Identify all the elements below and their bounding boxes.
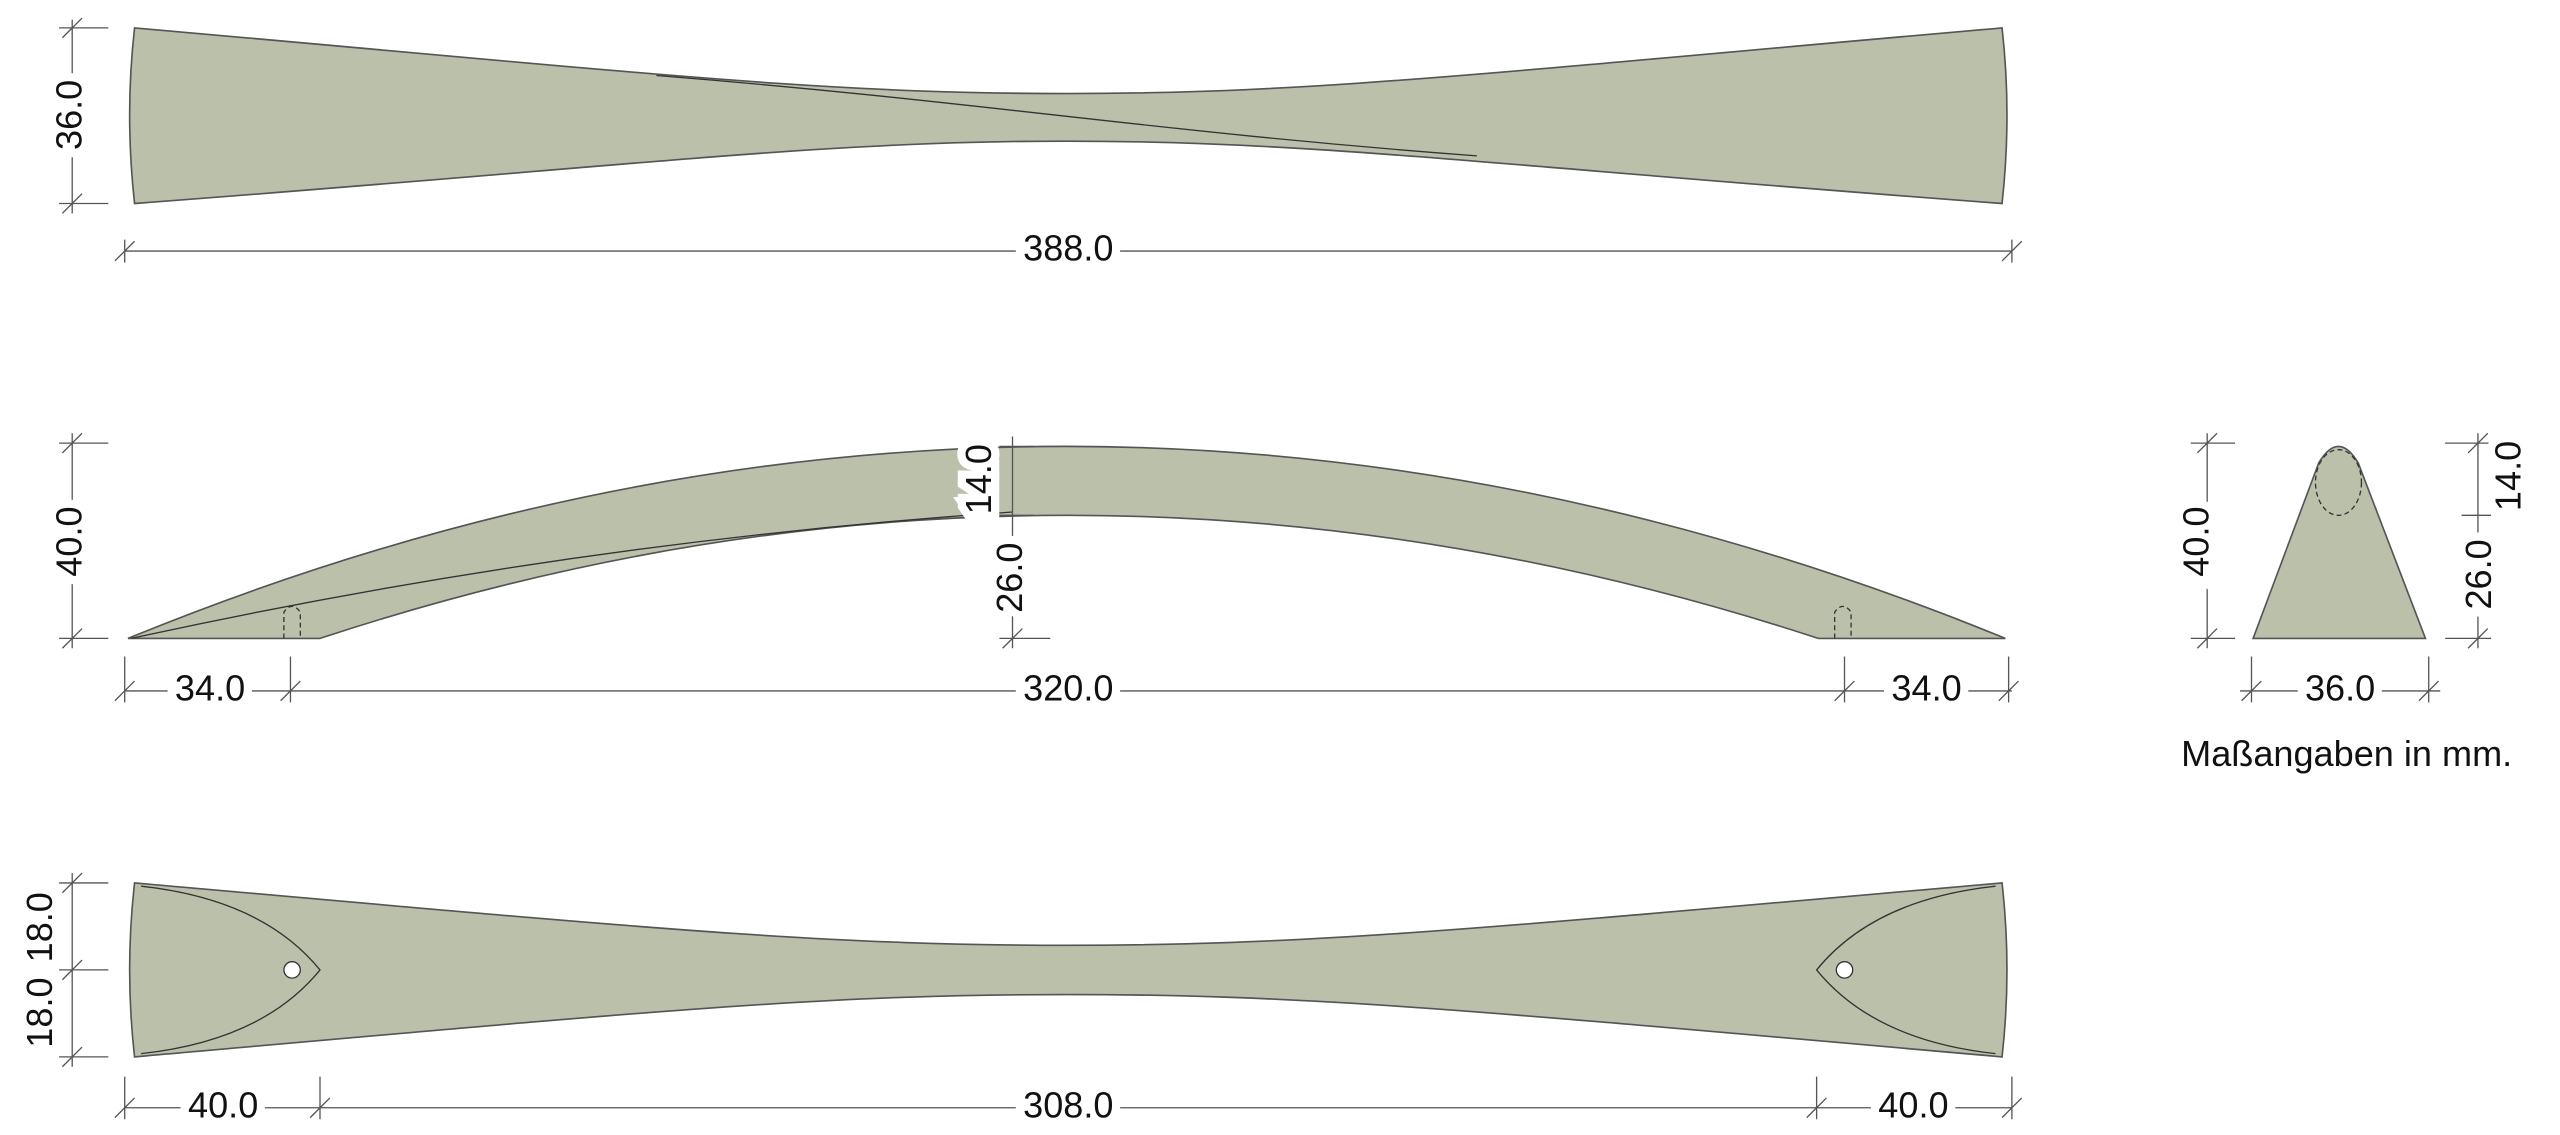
bottom-view: 18.0 18.0 40.0 308.0 40.0: [11, 872, 2023, 1133]
dim-span: 308.0: [1023, 1084, 1113, 1125]
dim-bottom: 26.0: [2458, 539, 2499, 609]
dim-height: 40.0: [2176, 506, 2217, 576]
dim-height: 36.0: [49, 80, 90, 150]
dim-span: 320.0: [1023, 667, 1113, 708]
dim-top: 14.0: [2487, 441, 2528, 511]
note: Maßangaben in mm.: [2181, 733, 2512, 774]
top-view: 36.0 388.0: [41, 17, 2023, 277]
dim-rise: 14.0: [958, 444, 999, 514]
dim-width: 36.0: [2305, 667, 2375, 708]
dim-right-offset: 34.0: [1891, 667, 1961, 708]
dim-upper-half: 18.0: [19, 892, 60, 962]
dim-lower-half: 18.0: [19, 977, 60, 1047]
dim-height: 40.0: [49, 506, 90, 576]
dim-left-offset: 34.0: [175, 667, 245, 708]
dim-right-offset: 40.0: [1878, 1084, 1948, 1125]
dim-length: 388.0: [1023, 228, 1113, 269]
dim-base: 26.0: [989, 543, 1030, 613]
dim-left-offset: 40.0: [188, 1084, 258, 1125]
end-view: 40.0 14.0 26.0 36.0 Maßangaben in mm.: [2167, 433, 2536, 774]
side-view: 40.0 14.0 26.0 34.0 320.0 34.0: [41, 432, 2019, 717]
